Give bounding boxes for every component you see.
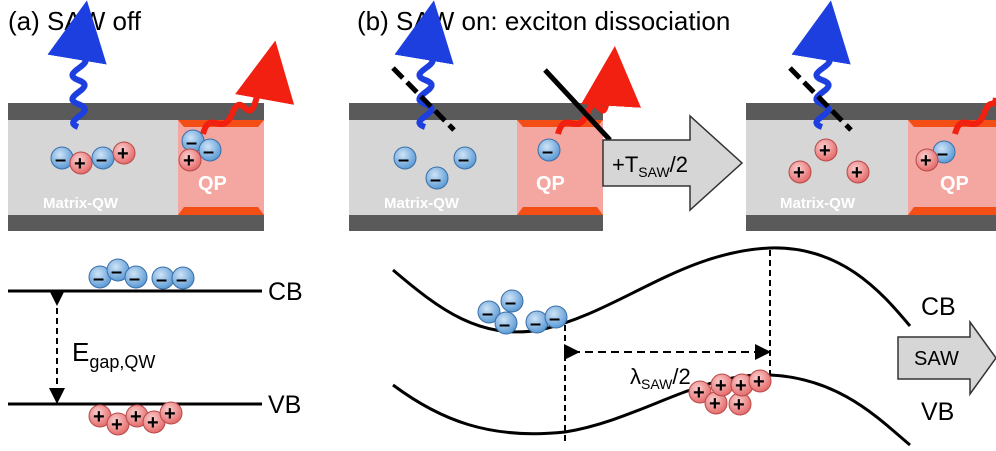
panel-b-title: (b) SAW on: exciton dissociation [357,6,730,36]
electron: – [499,314,510,336]
hole: + [793,162,805,184]
matrix-label: Matrix-QW [43,195,119,212]
hole: + [693,382,705,404]
bottom-barrier [8,215,264,231]
electron: – [430,169,441,191]
electron: – [937,143,948,165]
panel-b-structure-1: Matrix-QW QP – – – – [349,0,642,231]
electron: – [530,313,541,335]
blue-photon [394,0,454,130]
hole: + [147,412,159,434]
vb-label: VB [921,398,954,426]
egap-label: Egap,QW [72,337,155,372]
hole: + [715,375,727,397]
blocked-line [788,66,853,132]
hole: + [709,393,721,415]
hole: + [851,162,863,184]
vb-label: VB [268,391,301,419]
electron: – [93,268,104,290]
cb-label: CB [921,293,956,321]
red-photon [555,46,642,135]
matrix-label: Matrix-QW [384,195,460,212]
hole: + [733,394,745,416]
blocked-line [543,68,612,142]
vb-curve [392,373,911,447]
panel-b-bands: CB VB λSAW/2 – – – – – + + + + + + [392,246,956,447]
matrix-label: Matrix-QW [780,195,856,212]
electron: – [156,269,167,291]
electron: – [398,149,409,171]
red-photon [952,97,996,135]
electron: – [482,303,493,325]
time-step-label: +TSAW/2 [612,152,688,180]
qp-label: QP [198,173,227,195]
hole: + [183,150,195,172]
red-photon-a [200,40,295,135]
top-barrier [8,103,264,120]
lambda-label: λSAW/2 [630,364,691,392]
hole: + [93,406,105,428]
electron: – [176,269,187,291]
qp-label: QP [940,173,969,195]
cb-curve [392,246,912,334]
electron: – [96,149,107,171]
electron: – [549,308,560,330]
blocked-line [391,66,456,132]
saw-arrow-label: SAW [914,348,959,370]
hole: + [111,414,123,436]
blue-photon [791,0,851,130]
saw-direction-arrow: SAW [897,319,996,397]
electron: – [203,141,214,163]
electron: – [55,149,66,171]
panel-b-structure-2: Matrix-QW QP + + + – + [746,0,996,231]
electron: – [505,292,516,314]
panel-a-title: (a) SAW off [8,6,142,36]
hole: + [920,150,932,172]
hole: + [164,403,176,425]
electron: – [542,141,553,163]
qp-label: QP [536,173,565,195]
electron: – [186,132,197,154]
cb-label: CB [268,278,303,306]
electron: – [458,149,469,171]
time-step-arrow: +TSAW/2 [602,114,744,212]
hole: + [819,140,831,162]
electron: – [129,268,140,290]
blue-photon-a [47,0,107,130]
hole: + [74,153,86,175]
panel-a-charges: – + – + – – + [50,129,222,175]
panel-a-structure: Matrix-QW QP [8,103,264,231]
electron: – [111,261,122,283]
panel-a-bands: CB VB Egap,QW – – – – – + + + + + [8,258,303,436]
hole: + [753,371,765,393]
hole: + [117,143,129,165]
hole: + [130,406,142,428]
hole: + [735,375,747,397]
